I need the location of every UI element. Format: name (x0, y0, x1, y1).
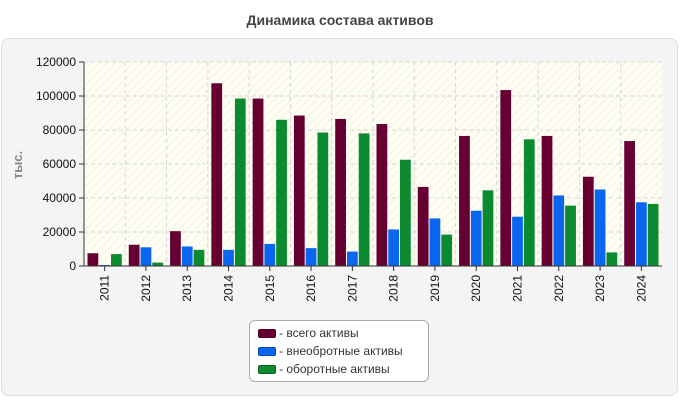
x-tick-label: 2011 (98, 275, 112, 301)
x-tick-label: 2014 (222, 275, 236, 302)
bar-current-2019[interactable] (441, 234, 453, 266)
y-tick-label: 100000 (36, 89, 76, 103)
x-tick-label: 2020 (469, 275, 483, 302)
bar-current-2016[interactable] (317, 132, 329, 266)
bar-total-2012[interactable] (128, 244, 140, 266)
chart-title: Динамика состава активов (246, 12, 434, 28)
x-tick-label: 2013 (180, 275, 194, 302)
legend-label-noncurrent: - внеобротные активы (279, 344, 403, 358)
bar-current-2023[interactable] (606, 252, 618, 266)
x-tick-label: 2022 (552, 275, 566, 302)
bar-current-2013[interactable] (193, 249, 205, 266)
bar-noncurrent-2014[interactable] (223, 249, 234, 266)
legend-label-total: - всего активы (279, 326, 359, 340)
bar-total-2017[interactable] (335, 118, 346, 266)
bar-noncurrent-2024[interactable] (635, 202, 647, 266)
legend-swatch-current (258, 364, 276, 374)
bar-noncurrent-2015[interactable] (264, 243, 276, 266)
bar-current-2021[interactable] (523, 139, 535, 266)
bar-noncurrent-2019[interactable] (429, 218, 441, 266)
bar-current-2024[interactable] (647, 203, 659, 266)
bar-noncurrent-2020[interactable] (470, 210, 482, 266)
x-tick-label: 2024 (634, 275, 648, 302)
x-tick-label: 2012 (139, 275, 153, 302)
bar-current-2015[interactable] (276, 119, 287, 266)
bar-total-2024[interactable] (624, 141, 635, 266)
x-tick-label: 2018 (387, 275, 401, 302)
legend-swatch-total (258, 328, 276, 338)
bar-total-2016[interactable] (293, 115, 305, 266)
legend-swatch-noncurrent (258, 346, 276, 356)
bar-total-2013[interactable] (170, 231, 181, 266)
bar-current-2020[interactable] (482, 190, 494, 266)
y-tick-label: 60000 (43, 157, 77, 171)
y-axis-label: тыс. (10, 151, 25, 179)
x-tick-label: 2019 (428, 275, 442, 302)
bar-total-2022[interactable] (541, 135, 553, 266)
bar-noncurrent-2012[interactable] (140, 247, 152, 266)
x-tick-label: 2021 (511, 275, 525, 302)
y-tick-label: 120000 (36, 55, 76, 69)
bar-current-2022[interactable] (565, 205, 576, 266)
x-tick-label: 2017 (345, 275, 359, 302)
bar-current-2011[interactable] (111, 254, 122, 266)
bar-noncurrent-2018[interactable] (388, 229, 400, 266)
bar-current-2017[interactable] (358, 133, 370, 266)
y-tick-label: 20000 (43, 225, 77, 239)
bar-current-2014[interactable] (234, 98, 246, 266)
legend-label-current: - оборотные активы (279, 362, 390, 376)
bar-noncurrent-2017[interactable] (346, 251, 358, 266)
bar-noncurrent-2011[interactable] (99, 264, 111, 266)
bar-noncurrent-2021[interactable] (512, 216, 523, 266)
legend-item-current[interactable]: - оборотные активы (258, 360, 428, 378)
bar-total-2011[interactable] (87, 253, 99, 266)
bar-total-2018[interactable] (376, 124, 388, 266)
bar-current-2012[interactable] (152, 262, 164, 266)
bar-noncurrent-2022[interactable] (553, 195, 565, 266)
bar-total-2014[interactable] (211, 83, 223, 266)
bar-total-2019[interactable] (417, 186, 429, 266)
x-tick-label: 2023 (593, 275, 607, 302)
y-tick-label: 0 (69, 259, 76, 273)
bar-noncurrent-2013[interactable] (181, 246, 193, 266)
bar-noncurrent-2016[interactable] (305, 248, 317, 266)
bar-total-2023[interactable] (582, 176, 594, 266)
bar-total-2015[interactable] (252, 98, 264, 266)
y-tick-label: 40000 (43, 191, 77, 205)
bar-total-2021[interactable] (500, 90, 512, 266)
x-tick-label: 2015 (263, 275, 277, 302)
legend-item-total[interactable]: - всего активы (258, 324, 428, 342)
x-tick-label: 2016 (304, 275, 318, 302)
bar-current-2018[interactable] (400, 159, 411, 266)
y-tick-label: 80000 (43, 123, 77, 137)
legend: - всего активы - внеобротные активы - об… (249, 320, 429, 382)
legend-item-noncurrent[interactable]: - внеобротные активы (258, 342, 428, 360)
bar-total-2020[interactable] (459, 135, 470, 266)
bar-noncurrent-2023[interactable] (594, 189, 606, 267)
